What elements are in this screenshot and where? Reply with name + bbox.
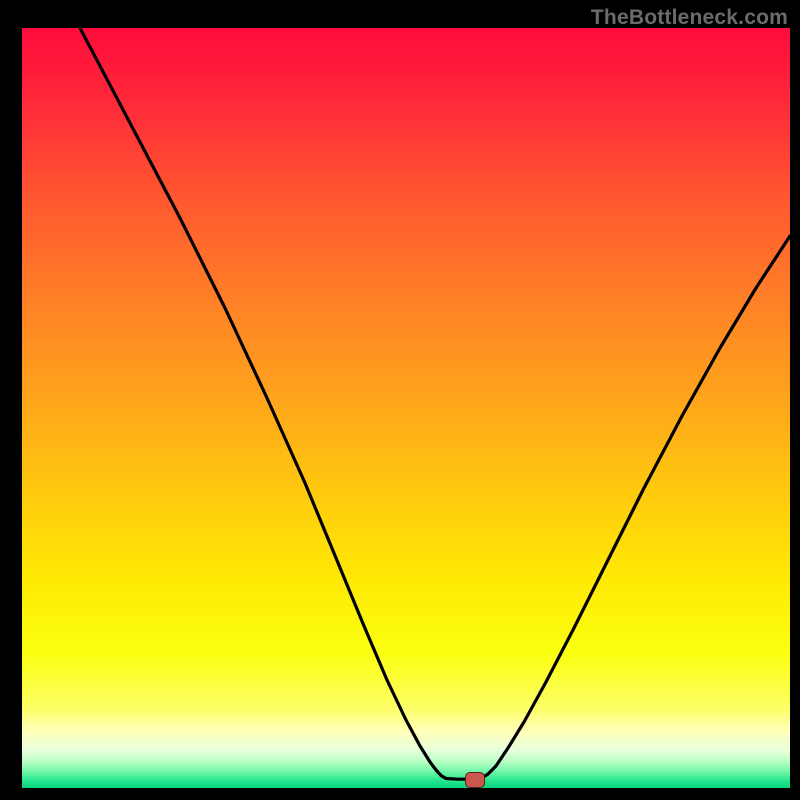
bottleneck-chart [0, 0, 800, 800]
plot-frame-bottom [0, 788, 800, 800]
optimal-point-marker [465, 772, 485, 788]
chart-background-gradient [22, 28, 790, 788]
plot-frame-left [0, 0, 22, 800]
plot-frame-right [790, 0, 800, 800]
attribution-watermark: TheBottleneck.com [591, 6, 788, 30]
